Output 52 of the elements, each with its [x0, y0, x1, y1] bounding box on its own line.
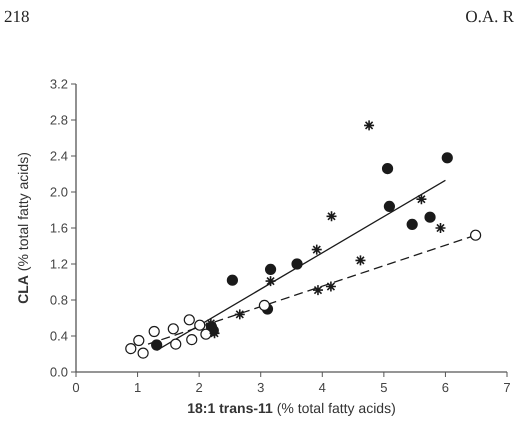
point: [416, 193, 428, 205]
point: [125, 343, 136, 354]
x-axis-title: 18:1 trans-11 (% total fatty acids): [187, 400, 396, 416]
y-tick-label: 0.4: [50, 328, 68, 344]
point: [363, 120, 375, 132]
point: [234, 308, 246, 320]
point: [310, 244, 323, 256]
x-tick-label: 1: [134, 380, 142, 395]
y-axis-title: CLA (% total fatty acids): [15, 152, 31, 304]
point: [384, 200, 395, 212]
text: O.A. R: [465, 7, 514, 26]
point: [170, 338, 182, 350]
point: [264, 264, 276, 275]
point: [200, 328, 212, 340]
point: [133, 334, 144, 346]
x-tick-label: 5: [380, 380, 388, 395]
x-tick-label: 4: [318, 380, 326, 395]
point: [184, 314, 195, 326]
point: [312, 284, 324, 296]
y-tick-label: 1.6: [50, 220, 68, 236]
point: [258, 300, 270, 311]
point: [186, 334, 198, 346]
y-tick-label: 2.8: [50, 112, 68, 128]
point: [291, 258, 303, 270]
point: [264, 275, 276, 287]
y-tick-label: 0.8: [50, 292, 68, 308]
x-tick-label: 2: [196, 380, 203, 395]
point: [168, 323, 179, 334]
y-tick-label: 2.0: [50, 184, 68, 200]
y-tick-label: 2.4: [50, 148, 68, 164]
x-tick-label: 3: [257, 380, 264, 395]
point: [148, 326, 160, 338]
x-tick-label: 7: [503, 380, 511, 395]
point: [325, 280, 337, 292]
point: [354, 254, 366, 266]
point: [406, 218, 418, 230]
point: [382, 163, 394, 174]
y-tick-label: 1.2: [50, 256, 68, 272]
point: [424, 212, 436, 223]
y-tick-label: 0.0: [50, 364, 68, 380]
point: [151, 339, 162, 351]
point: [138, 348, 149, 359]
point: [434, 222, 446, 234]
point: [226, 274, 238, 286]
point: [326, 210, 338, 222]
point: [194, 320, 206, 331]
x-tick-label: 0: [72, 380, 80, 395]
point: [442, 152, 453, 164]
point: [470, 230, 482, 241]
x-tick-label: 6: [442, 380, 450, 395]
text: 218: [4, 7, 30, 26]
y-tick-label: 3.2: [50, 76, 68, 92]
